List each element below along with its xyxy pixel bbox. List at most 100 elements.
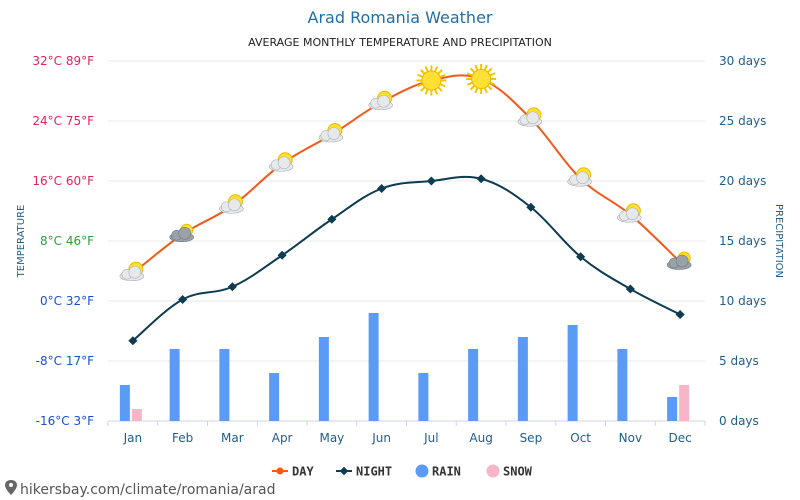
legend-item-day: DAY	[272, 465, 314, 479]
cloud-shape	[666, 254, 692, 270]
cloud-shape	[318, 127, 344, 143]
partly-cloudy-icon	[567, 167, 592, 187]
temperature-lines	[128, 74, 685, 346]
temperature-tick-label: 24°C 75°F	[32, 114, 94, 128]
night-point	[178, 294, 188, 305]
night-point	[675, 309, 685, 320]
temperature-tick-label: -16°C 3°F	[36, 414, 94, 428]
legend-item-snow: SNOW	[486, 464, 533, 479]
source-link[interactable]: hikersbay.com/climate/romania/arad	[20, 482, 275, 498]
rain-bar	[219, 349, 230, 421]
sun-ray	[466, 72, 474, 77]
night-point	[227, 282, 237, 292]
legend-marker	[339, 466, 349, 476]
temperature-axis-ticks: 32°C 89°F 24°C 75°F 16°C 60°F 8°C 46°F 0°C 3…	[32, 54, 94, 428]
night-point	[625, 284, 635, 294]
temperature-tick-label: 16°C 60°F	[32, 174, 94, 188]
cloud-shape	[219, 198, 244, 214]
month-tick-label: May	[319, 431, 344, 445]
legend-item-rain: RAIN	[415, 464, 461, 479]
cloud-puff	[377, 94, 390, 108]
rain-bar	[368, 313, 379, 421]
snow-bar	[131, 409, 142, 421]
sun-ray	[417, 83, 424, 88]
precipitation-axis-ticks: 30 days 25 days 20 days 15 days 10 days 5 day…	[719, 54, 766, 428]
cloud-shape	[119, 265, 145, 282]
chart-title: Arad Romania Weather	[308, 8, 493, 27]
sun-ray	[474, 64, 479, 72]
sun-disc	[471, 69, 492, 89]
legend-label: DAY	[292, 465, 314, 479]
partly-cloudy-icon	[219, 194, 244, 214]
night-temperature-line	[132, 175, 681, 342]
sun-ray	[417, 73, 424, 78]
precipitation-tick-label: 10 days	[719, 294, 766, 308]
rain-bar	[517, 337, 528, 421]
rain-bar	[567, 325, 578, 421]
sun-ray	[483, 64, 488, 72]
cloud-puff	[626, 207, 639, 221]
cloud-shape	[268, 156, 294, 172]
night-point	[277, 250, 287, 260]
legend-item-night: NIGHT	[336, 465, 392, 479]
legend: DAY NIGHT RAIN SNOW	[272, 464, 533, 479]
partly-cloudy-icon	[318, 123, 344, 143]
source-credit[interactable]: hikersbay.com/climate/romania/arad	[5, 480, 275, 498]
cloud-shape	[567, 171, 592, 187]
cloud-shape	[169, 226, 194, 243]
sun-ray	[433, 66, 439, 73]
grid-lines	[107, 60, 706, 426]
sun-disc	[421, 70, 442, 91]
cloud-shape	[368, 94, 393, 111]
month-axis-ticks: Jan Feb Mar Apr May Jun Jul Aug Sep Oct Nov Dec	[123, 431, 692, 445]
cloudy-icon	[169, 223, 194, 243]
sun-ray	[466, 81, 474, 86]
month-tick-label: Jan	[123, 431, 143, 445]
sun-ray	[474, 86, 479, 94]
night-point	[426, 176, 436, 186]
cloud-shape	[617, 207, 642, 223]
day-temperature-line	[132, 74, 681, 275]
temperature-tick-label: 8°C 46°F	[40, 234, 94, 248]
precipitation-tick-label: 25 days	[719, 114, 766, 128]
rain-bar	[418, 373, 429, 421]
cloud-puff	[277, 156, 291, 170]
sun-ray	[433, 88, 439, 95]
cloud-puff	[675, 254, 689, 268]
cloudy-icon	[666, 251, 692, 270]
sunny-icon	[466, 64, 497, 94]
legend-label: RAIN	[432, 465, 461, 479]
night-point	[377, 183, 387, 194]
sun-ray	[439, 83, 446, 88]
legend-marker	[415, 464, 429, 478]
partly-cloudy-icon	[119, 261, 145, 282]
sunny-icon	[416, 65, 447, 96]
sun-ray	[489, 72, 496, 77]
precipitation-bars	[119, 313, 690, 421]
partly-cloudy-icon	[517, 107, 543, 127]
partly-cloudy-icon	[368, 90, 393, 111]
cloud-shape	[517, 111, 543, 127]
cloud-puff	[327, 127, 341, 140]
month-tick-label: Oct	[570, 431, 591, 445]
rain-bar	[667, 397, 678, 421]
legend-label: SNOW	[503, 465, 533, 479]
temperature-axis-label: TEMPERATURE	[16, 205, 27, 279]
month-tick-label: Jun	[371, 431, 391, 445]
rain-bar	[617, 349, 628, 421]
month-tick-label: Feb	[172, 431, 193, 445]
cloud-puff	[228, 198, 241, 212]
partly-cloudy-icon	[617, 203, 642, 223]
temperature-tick-label: 32°C 89°F	[32, 54, 94, 68]
rain-bar	[119, 385, 130, 421]
sun-ray	[424, 88, 429, 95]
month-tick-label: Apr	[272, 431, 293, 445]
month-tick-label: Aug	[469, 431, 492, 445]
legend-marker	[276, 467, 284, 475]
chart-subtitle: AVERAGE MONTHLY TEMPERATURE AND PRECIPIT…	[248, 36, 552, 49]
sun-ray	[483, 86, 488, 94]
month-tick-label: Sep	[520, 431, 543, 445]
sun-ray	[424, 66, 429, 73]
night-point	[476, 174, 486, 184]
